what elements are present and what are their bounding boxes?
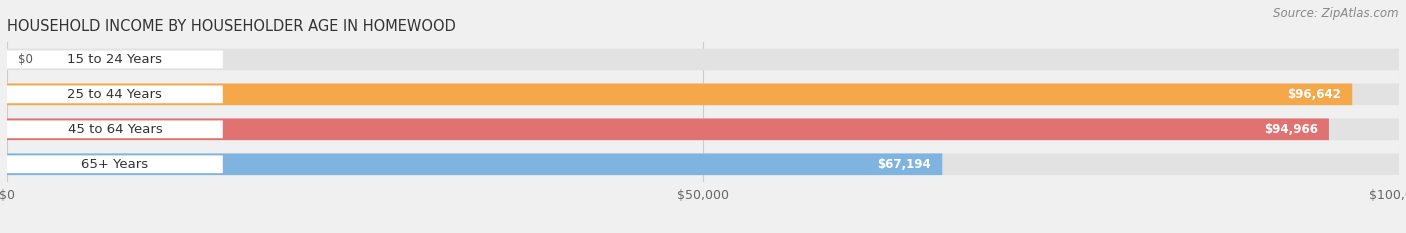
FancyBboxPatch shape (7, 154, 942, 175)
Text: Source: ZipAtlas.com: Source: ZipAtlas.com (1274, 7, 1399, 20)
Text: HOUSEHOLD INCOME BY HOUSEHOLDER AGE IN HOMEWOOD: HOUSEHOLD INCOME BY HOUSEHOLDER AGE IN H… (7, 19, 456, 34)
FancyBboxPatch shape (7, 84, 1399, 105)
FancyBboxPatch shape (7, 49, 1399, 70)
Text: $0: $0 (18, 53, 32, 66)
FancyBboxPatch shape (7, 118, 1329, 140)
FancyBboxPatch shape (7, 86, 222, 103)
FancyBboxPatch shape (7, 84, 1353, 105)
FancyBboxPatch shape (7, 118, 1399, 140)
Text: 15 to 24 Years: 15 to 24 Years (67, 53, 163, 66)
FancyBboxPatch shape (7, 154, 1399, 175)
Text: 65+ Years: 65+ Years (82, 158, 149, 171)
Text: $67,194: $67,194 (877, 158, 931, 171)
Text: $94,966: $94,966 (1264, 123, 1317, 136)
Text: 45 to 64 Years: 45 to 64 Years (67, 123, 162, 136)
Text: 25 to 44 Years: 25 to 44 Years (67, 88, 162, 101)
Text: $96,642: $96,642 (1288, 88, 1341, 101)
FancyBboxPatch shape (7, 120, 222, 138)
FancyBboxPatch shape (7, 155, 222, 173)
FancyBboxPatch shape (7, 51, 222, 68)
